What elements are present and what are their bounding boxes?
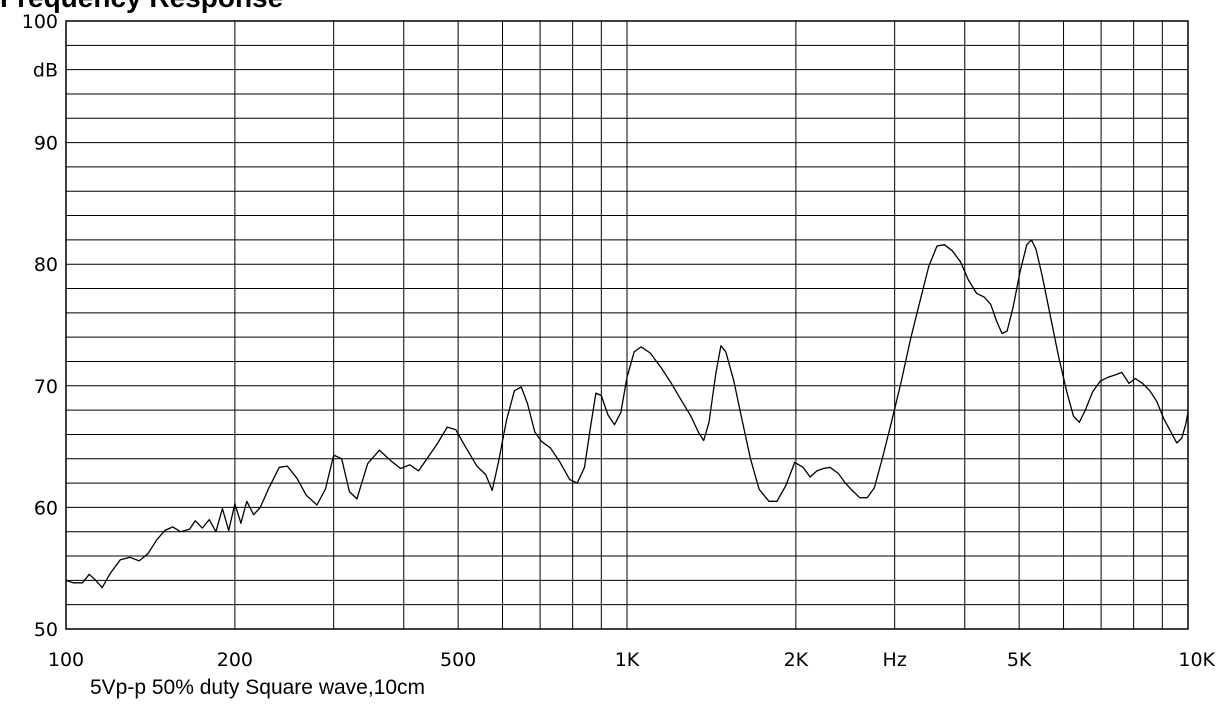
chart-caption: 5Vp-p 50% duty Square wave,10cm bbox=[90, 676, 426, 699]
x-tick-label: 100 bbox=[48, 649, 84, 671]
y-tick-label: dB bbox=[33, 60, 58, 82]
x-tick-label: 10K bbox=[1178, 649, 1215, 671]
x-tick-label: 1K bbox=[615, 649, 640, 671]
y-tick-label: 90 bbox=[34, 133, 58, 155]
plot-border bbox=[65, 20, 1189, 630]
tick-labels: 100 200 500 1K 2K Hz 5K 10K 100 dB 90 80 70 60 50 bbox=[22, 11, 1216, 671]
y-tick-label: 70 bbox=[34, 376, 58, 398]
series-layer bbox=[65, 239, 1189, 589]
x-tick-label: 200 bbox=[217, 649, 253, 671]
x-tick-label: 2K bbox=[784, 649, 809, 671]
response-curve bbox=[65, 239, 1189, 589]
x-tick-label: Hz bbox=[883, 649, 907, 671]
y-tick-label: 80 bbox=[34, 254, 58, 276]
y-tick-label: 60 bbox=[34, 497, 58, 519]
y-tick-label: 100 bbox=[22, 11, 58, 33]
y-tick-label: 50 bbox=[34, 619, 58, 641]
chart-title-area: Frequency Response bbox=[0, 0, 1225, 14]
grid bbox=[66, 21, 1188, 629]
chart-title: Frequency Response bbox=[0, 0, 283, 14]
x-tick-label: 500 bbox=[440, 649, 476, 671]
x-tick-label: 5K bbox=[1007, 649, 1032, 671]
